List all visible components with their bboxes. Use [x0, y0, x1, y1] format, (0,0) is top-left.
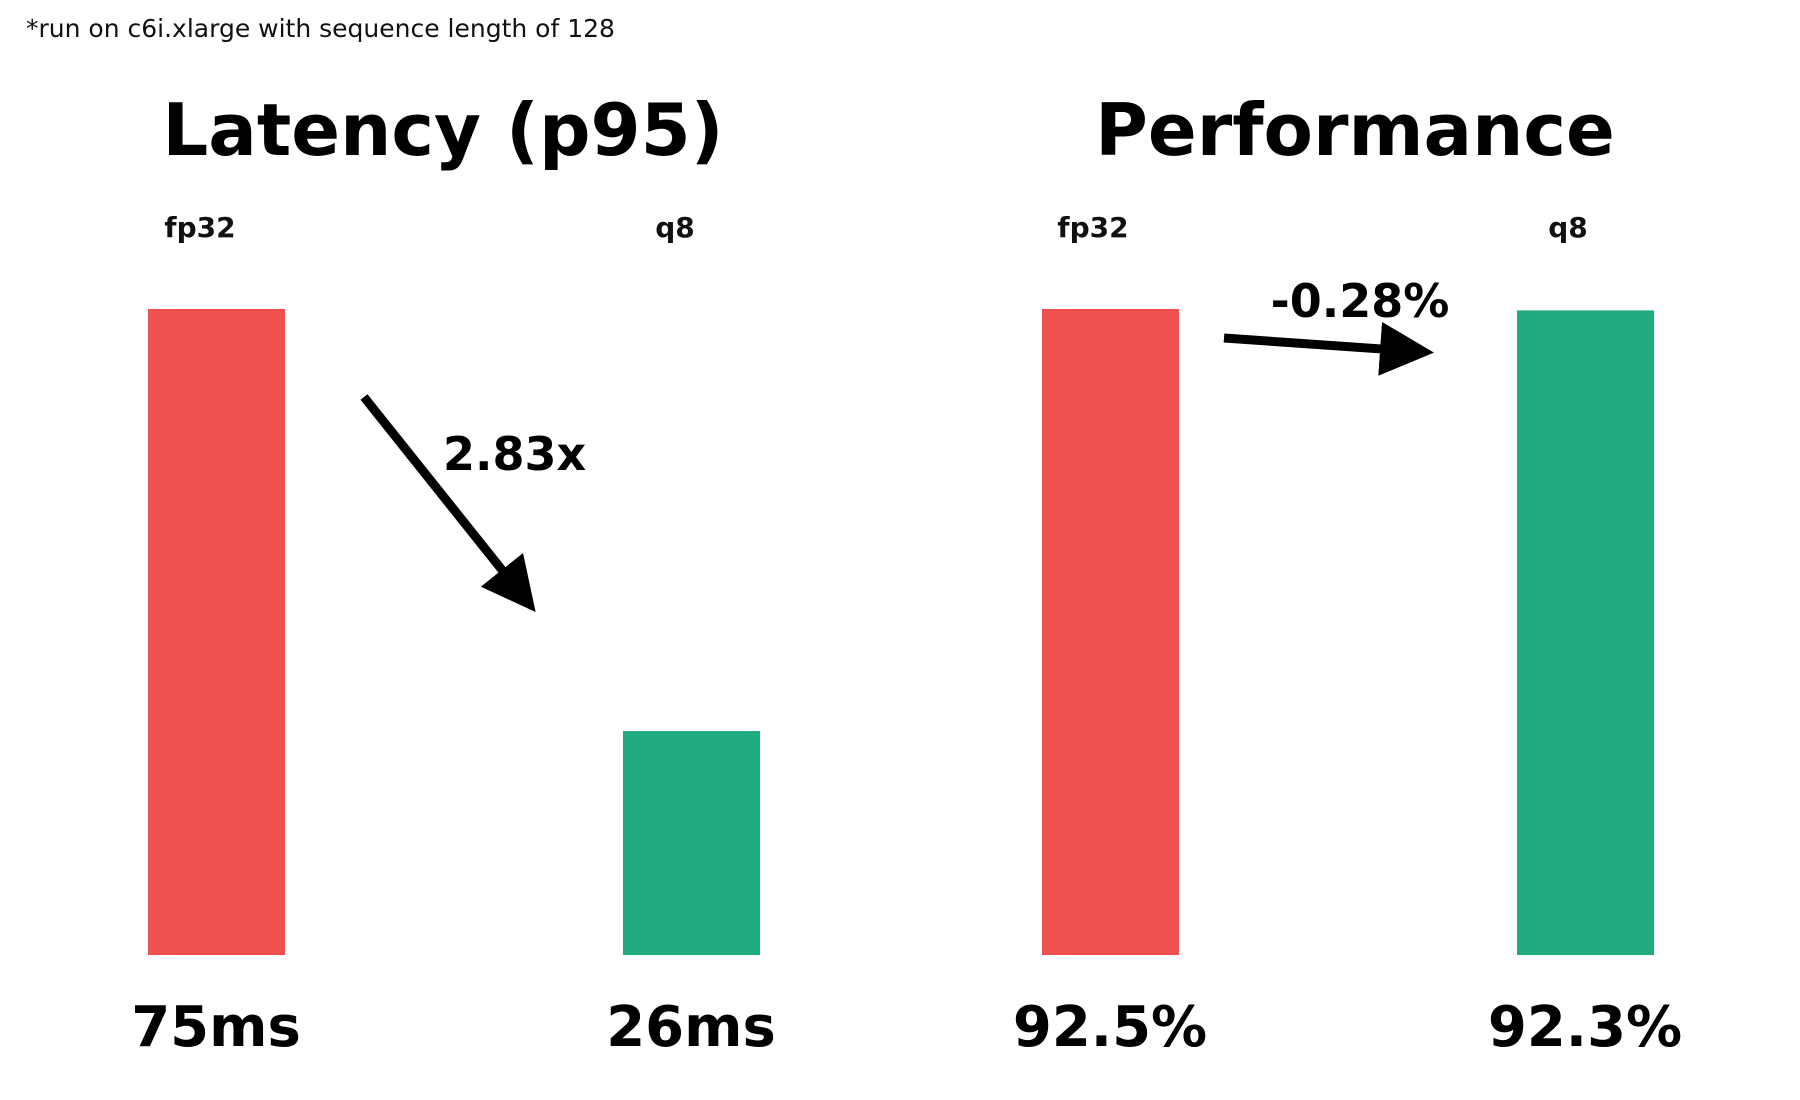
footnote: *run on c6i.xlarge with sequence length …	[26, 14, 615, 43]
performance-change-arrow	[1223, 321, 1434, 376]
latency-value-label-q8: 26ms	[606, 995, 776, 1060]
performance-value-label-fp32: 92.5%	[1013, 995, 1207, 1060]
performance-chart: Performance fp32 q8 92.5% 92.3% -0.28%	[1013, 88, 1682, 1060]
performance-category-label-fp32: fp32	[1057, 211, 1128, 244]
performance-bar-fp32	[1042, 309, 1179, 955]
latency-category-label-q8: q8	[655, 211, 695, 244]
performance-chart-title: Performance	[1095, 88, 1615, 172]
latency-change-arrow	[360, 394, 536, 613]
performance-category-label-q8: q8	[1548, 211, 1588, 244]
performance-bar-q8	[1517, 310, 1654, 956]
performance-value-label-q8: 92.3%	[1488, 995, 1682, 1060]
latency-value-label-fp32: 75ms	[131, 995, 301, 1060]
latency-speedup-label: 2.83x	[443, 427, 586, 481]
latency-chart-title: Latency (p95)	[162, 88, 723, 172]
latency-chart: Latency (p95) fp32 q8 75ms 26ms 2.83x	[131, 88, 776, 1060]
latency-category-label-fp32: fp32	[164, 211, 235, 244]
performance-change-label: -0.28%	[1271, 274, 1450, 328]
latency-bar-q8	[623, 731, 760, 955]
latency-bar-fp32	[148, 309, 285, 955]
